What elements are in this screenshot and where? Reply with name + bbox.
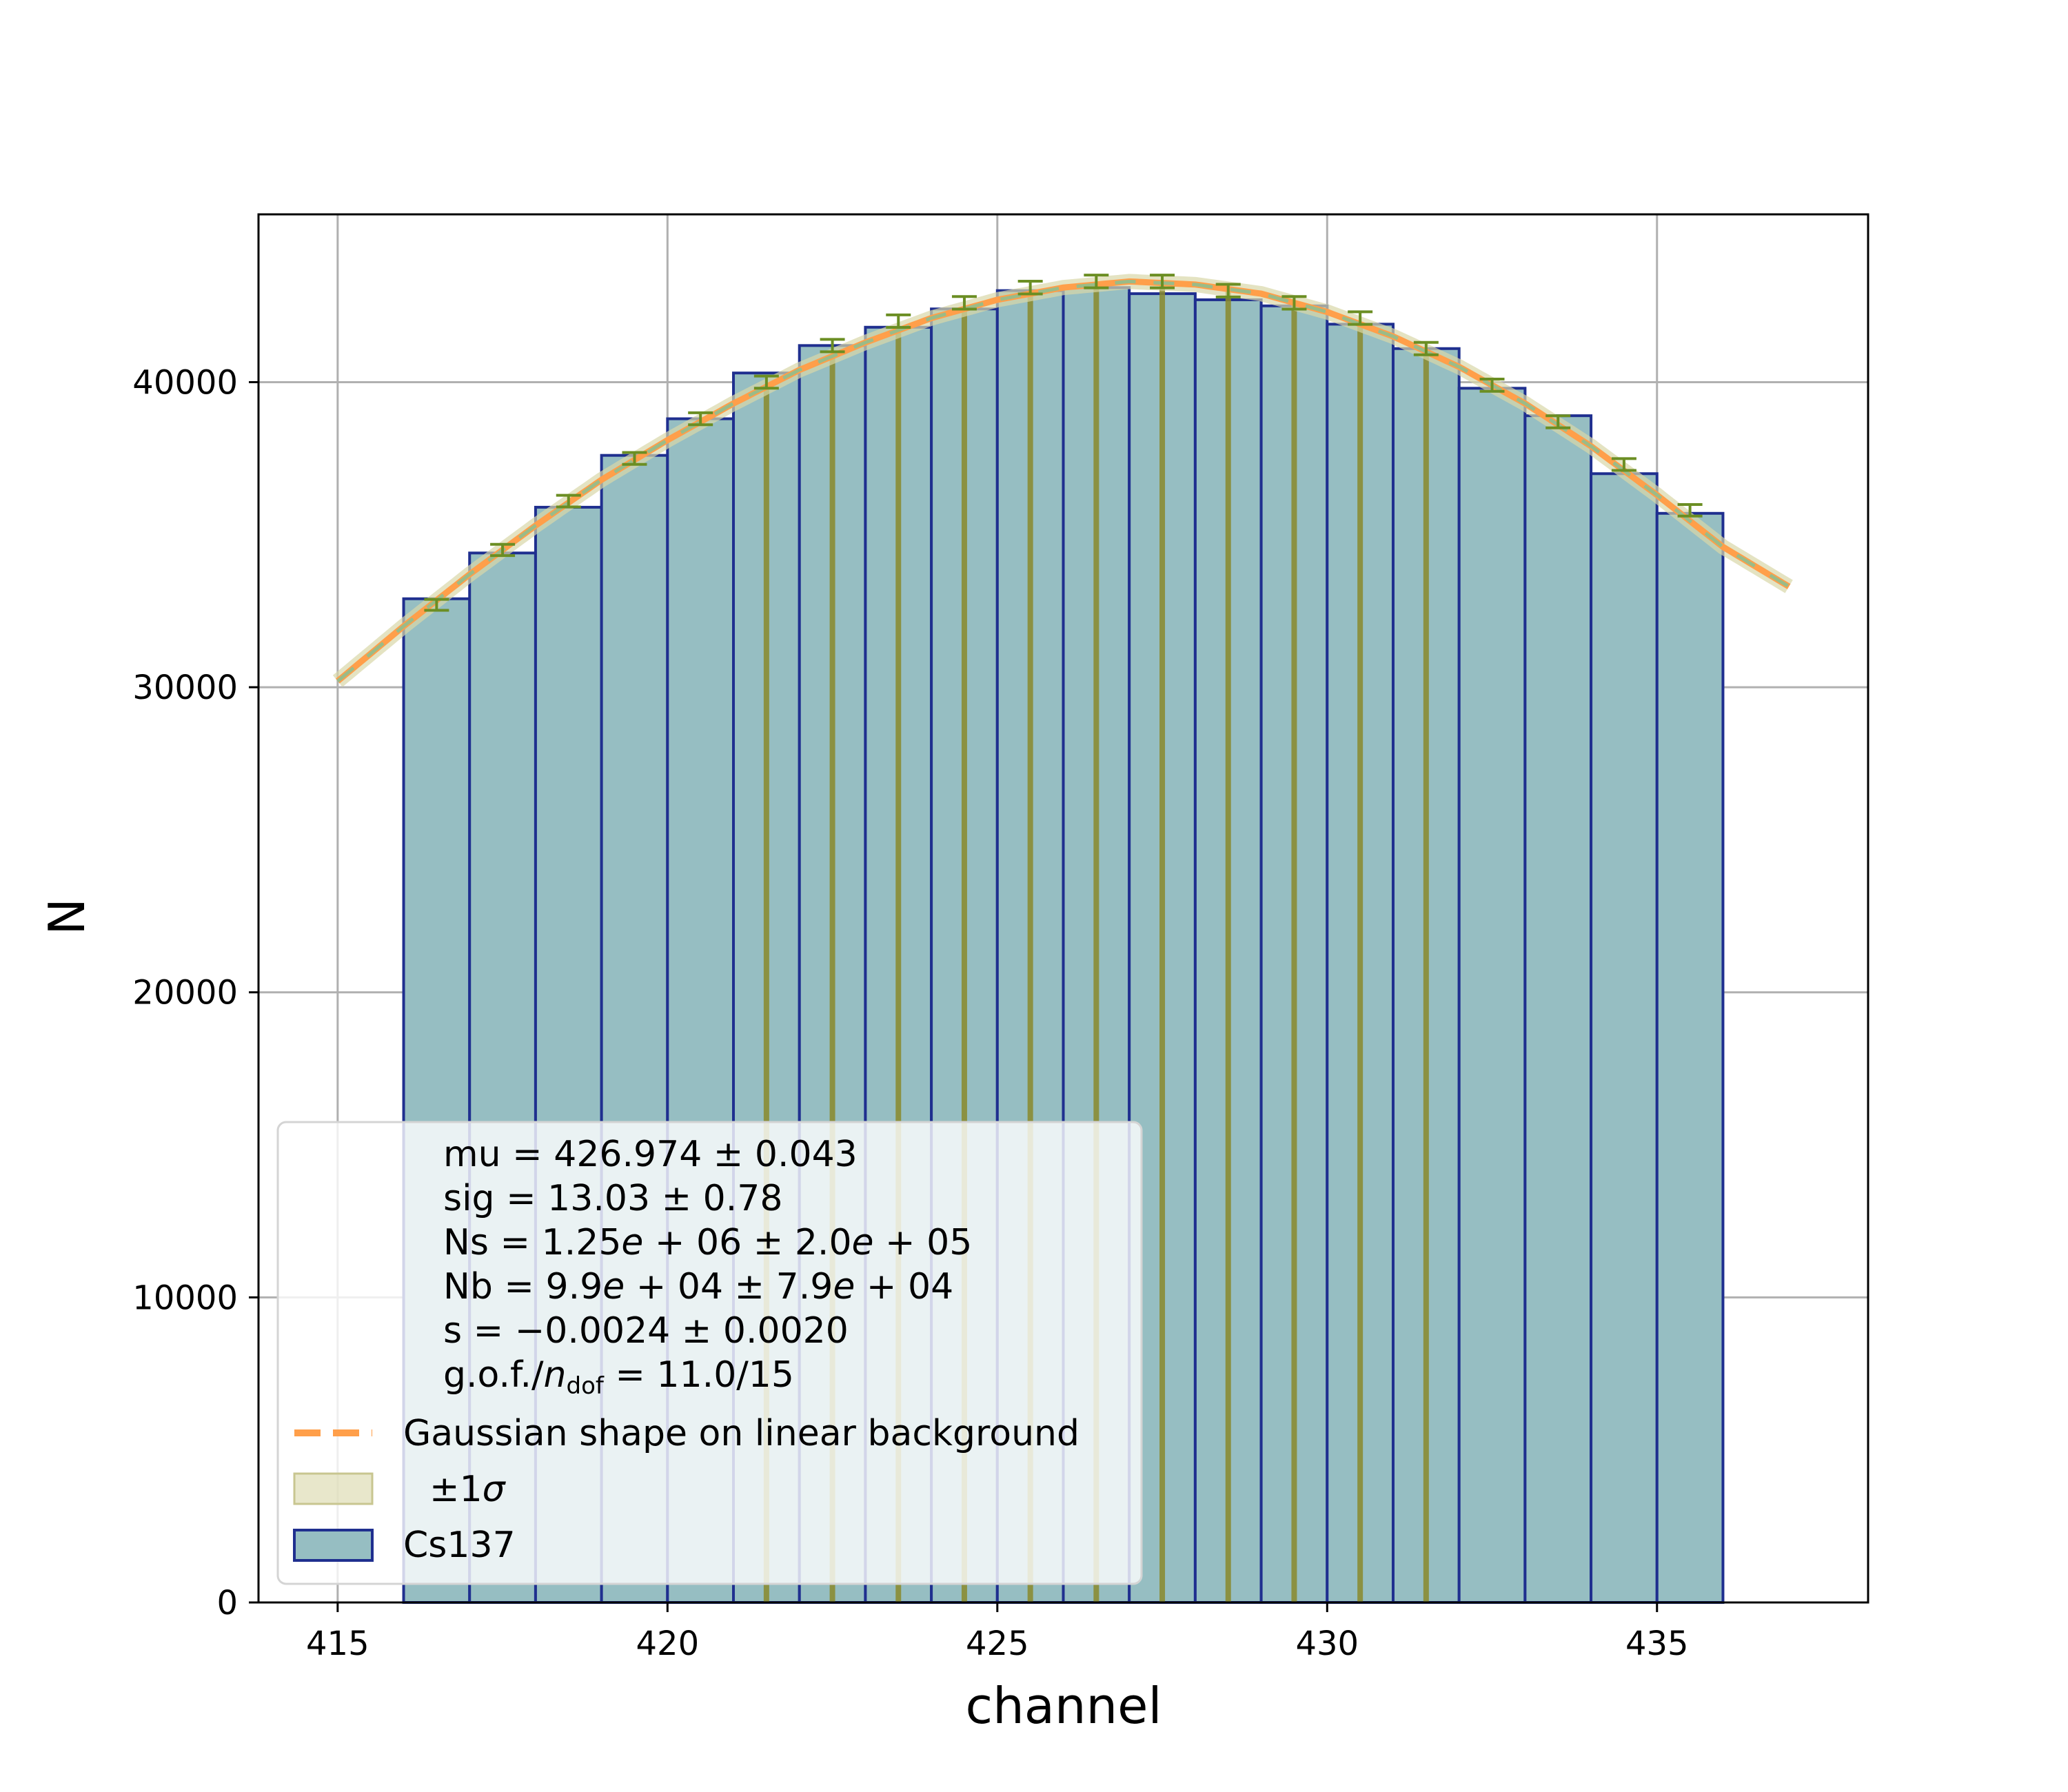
y-tick-label: 40000 <box>132 363 238 402</box>
y-tick-label: 30000 <box>132 669 238 707</box>
axis-ticks: 415 420 425 430 435 0 10000 20000 30000 40000 <box>132 363 1688 1663</box>
legend-data-label: Cs137 <box>403 1525 516 1566</box>
y-axis-label: N <box>38 898 96 935</box>
x-tick-label: 425 <box>966 1625 1029 1663</box>
plot-frame <box>257 213 1869 1604</box>
legend-box <box>276 1121 1143 1585</box>
x-tick-label: 430 <box>1295 1625 1359 1663</box>
x-tick-label: 435 <box>1625 1625 1689 1663</box>
legend-param-nb: Nb = 9.9e + 04 ± 7.9e + 04 <box>443 1266 953 1307</box>
legend-param-sig: sig = 13.03 ± 0.78 <box>443 1178 782 1219</box>
legend-band-label: ±1σ <box>429 1469 507 1510</box>
y-tick-label: 10000 <box>132 1279 238 1317</box>
histogram-bar <box>1655 511 1725 1604</box>
legend: mu = 426.974 ± 0.043 sig = 13.03 ± 0.78 … <box>276 1121 1143 1585</box>
y-tick-label: 20000 <box>132 974 238 1012</box>
legend-param-mu: mu = 426.974 ± 0.043 <box>443 1134 858 1175</box>
legend-param-ns: Ns = 1.25e + 06 ± 2.0e + 05 <box>443 1222 972 1263</box>
legend-data-swatch <box>293 1529 374 1562</box>
legend-fit-label: Gaussian shape on linear background <box>403 1413 1079 1454</box>
error-bars <box>424 274 1703 612</box>
histogram-bar <box>1523 414 1593 1605</box>
histogram-bar <box>1590 472 1659 1605</box>
x-tick-label: 420 <box>636 1625 700 1663</box>
histogram-bar <box>1457 387 1527 1604</box>
legend-param-gof: g.o.f./ndof = 11.0/15 <box>443 1354 794 1400</box>
x-tick-label: 415 <box>306 1625 369 1663</box>
legend-band-swatch <box>293 1472 374 1505</box>
x-axis-label: channel <box>966 1677 1162 1735</box>
legend-param-s: s = −0.0024 ± 0.0020 <box>443 1310 849 1352</box>
y-tick-label: 0 <box>216 1584 238 1622</box>
